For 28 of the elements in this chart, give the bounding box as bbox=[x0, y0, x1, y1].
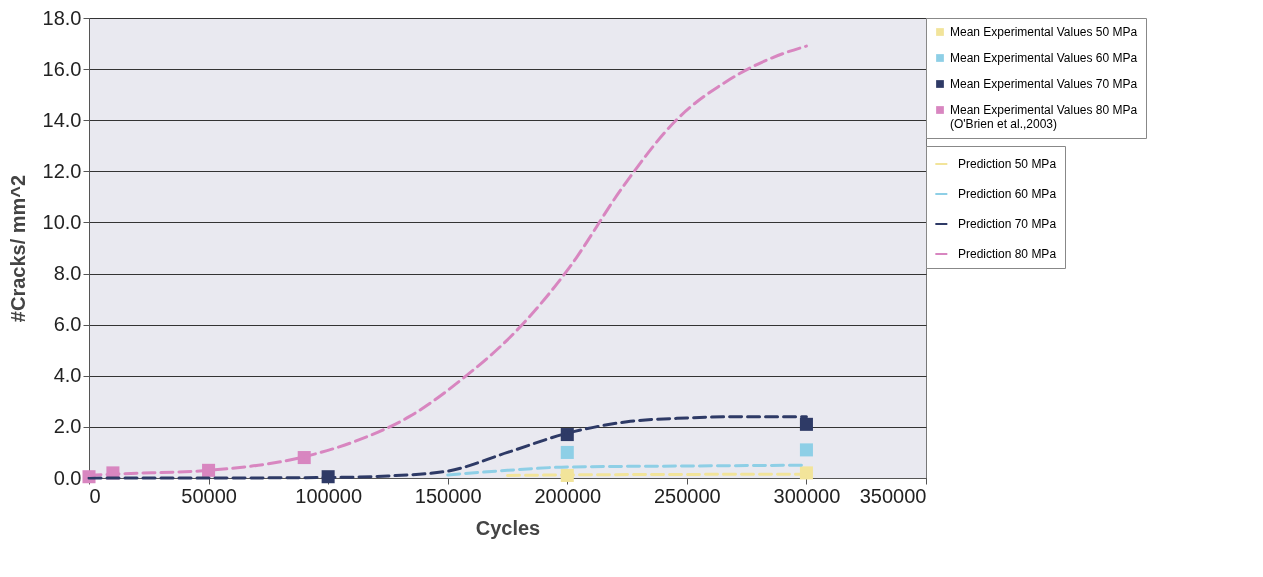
y-tick-label: 6.0 bbox=[53, 313, 82, 336]
legend-label: Prediction 80 MPa bbox=[958, 247, 1057, 261]
legend-label: Prediction 70 MPa bbox=[958, 217, 1057, 231]
y-tick-label: 12.0 bbox=[42, 159, 82, 182]
legend-label: Prediction 60 MPa bbox=[958, 187, 1057, 201]
legend-label: Mean Experimental Values 60 MPa bbox=[950, 51, 1138, 65]
legend-label: Mean Experimental Values 50 MPa bbox=[950, 25, 1138, 39]
x-tick-label: 300000 bbox=[773, 484, 841, 507]
x-tick-label: 350000 bbox=[859, 484, 927, 507]
y-tick-label: 14.0 bbox=[42, 108, 82, 131]
x-tick-label: 50000 bbox=[181, 484, 237, 507]
legend-label: Mean Experimental Values 80 MPa (O'Brien et al.,2003) bbox=[950, 103, 1138, 131]
x-tick-label: 0 bbox=[89, 484, 101, 507]
x-tick-label: 150000 bbox=[414, 484, 482, 507]
y-tick-label: 16.0 bbox=[42, 57, 82, 80]
y-tick-label: 4.0 bbox=[53, 364, 82, 387]
x-tick-label: 100000 bbox=[295, 484, 363, 507]
legend-label: Prediction 50 MPa bbox=[958, 157, 1057, 171]
y-axis-title: #Cracks/ mm^2 bbox=[6, 174, 29, 323]
legend-label: Mean Experimental Values 70 MPa bbox=[950, 77, 1138, 91]
x-tick-label: 250000 bbox=[653, 484, 721, 507]
x-tick-label: 200000 bbox=[534, 484, 602, 507]
x-axis-title: Cycles bbox=[475, 516, 541, 539]
y-tick-label: 18.0 bbox=[42, 6, 82, 29]
y-tick-label: 2.0 bbox=[53, 415, 82, 438]
y-tick-label: 10.0 bbox=[42, 210, 82, 233]
y-tick-label: 0.0 bbox=[53, 466, 82, 489]
y-tick-label: 8.0 bbox=[53, 262, 82, 285]
